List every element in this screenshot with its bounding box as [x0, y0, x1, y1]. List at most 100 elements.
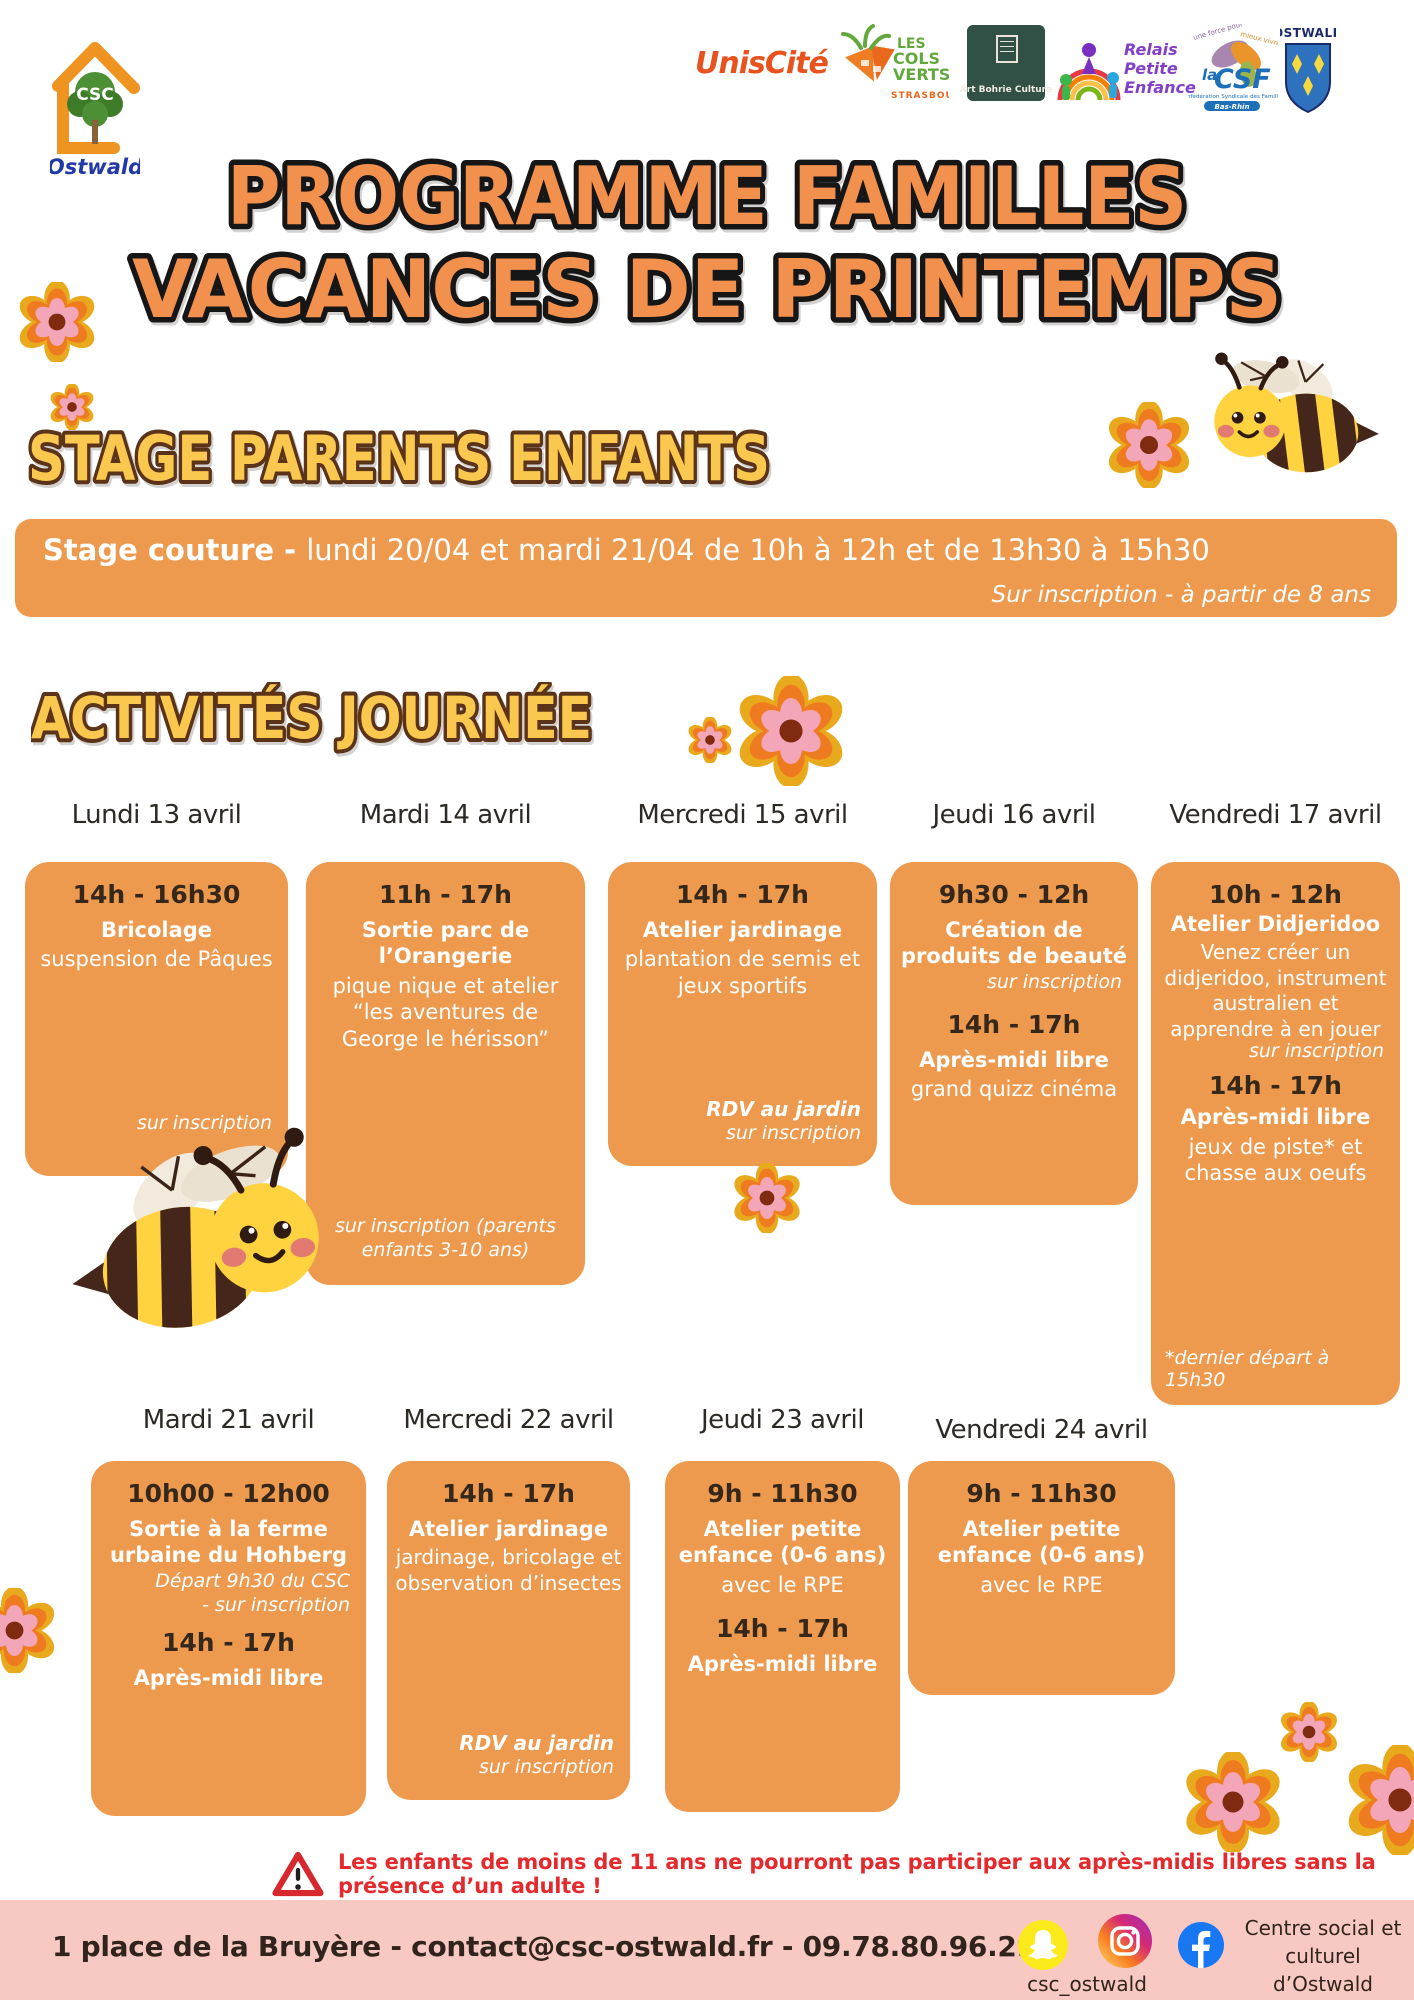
card-note: sur inscription [1248, 1039, 1384, 1062]
activity-card-mercredi-15: 14h - 17h Atelier jardinage plantation d… [608, 862, 877, 1166]
card-title: Création de produits de beauté [900, 918, 1128, 969]
card-desc: plantation de semis et jeux sportifs [624, 947, 861, 999]
stage-couture-banner: Stage couture - lundi 20/04 et mardi 21/0… [15, 519, 1397, 617]
csf-tagline: Confédération Syndicale des Familles [1188, 93, 1278, 100]
card-title: Sortie parc de l’Orangerie [361, 918, 530, 969]
svg-text:STAGE PARENTS ENFANTS: STAGE PARENTS ENFANTS [28, 422, 770, 495]
flower-decoration [17, 282, 97, 362]
stage-heading: STAGE PARENTS ENFANTS [28, 420, 774, 499]
activities-heading: ACTIVITÉS JOURNÉE [31, 682, 596, 756]
contact-info: 1 place de la Bruyère - contact@csc-ostw… [52, 1930, 1036, 1963]
flower-decoration [1183, 1752, 1283, 1852]
art-bohrie-emblem-icon [996, 35, 1018, 63]
svg-text:ACTIVITÉS JOURNÉE: ACTIVITÉS JOURNÉE [31, 683, 592, 752]
flower-decoration [1106, 402, 1192, 488]
card-time-2: 14h - 17h [1209, 1071, 1342, 1101]
relais-line3: Enfance [1124, 78, 1196, 98]
warning-banner: Les enfants de moins de 11 ans ne pourro… [272, 1850, 1398, 1898]
card-time: 9h30 - 12h [938, 880, 1090, 909]
csf-la: la [1202, 66, 1217, 84]
card-title: Atelier petite enfance (0-6 ans) [678, 1517, 887, 1568]
footer: 1 place de la Bruyère - contact@csc-ostw… [0, 1900, 1414, 2000]
snapchat-icon [1018, 1920, 1068, 1970]
csc-acronym: CSC [76, 85, 114, 105]
card-note: sur inscription [478, 1756, 614, 1779]
activity-card-vendredi-17: 10h - 12h Atelier Didjeridoo Venez créer… [1151, 862, 1400, 1405]
card-desc: suspension de Pâques [40, 947, 273, 972]
uniscite-logo: UnisCité [695, 46, 829, 81]
flower-decoration [687, 717, 733, 763]
organization-name: Centre social et culturel d’Ostwald [1237, 1914, 1409, 1998]
card-note: sur inscription [986, 970, 1122, 993]
csf-slogan1: une force pour [1192, 24, 1244, 42]
ostwald-city-logo: OSTWALD [1280, 26, 1336, 114]
card-desc: avec le RPE [721, 1572, 844, 1597]
activity-card-jeudi-16: 9h30 - 12h Création de produits de beaut… [890, 862, 1138, 1205]
card-title: Sortie à la ferme urbaine du Hohberg [109, 1517, 348, 1568]
flower-decoration [1279, 1702, 1339, 1762]
card-desc: pique nique et atelier “les aventures de… [332, 973, 559, 1052]
card-desc-2: jeux de piste* et chasse aux oeufs [1184, 1134, 1367, 1186]
csf-dept: Bas-Rhin [1215, 103, 1250, 111]
title-line1: PROGRAMME FAMILLES [227, 150, 1187, 243]
card-time: 10h00 - 12h00 [127, 1479, 330, 1508]
day-header-mardi-21: Mardi 21 avril [142, 1405, 315, 1435]
card-title: Atelier Didjeridoo [1170, 912, 1381, 936]
card-desc: jardinage, bricolage et observation d’in… [395, 1545, 622, 1595]
card-time: 10h - 12h [1209, 880, 1342, 909]
cols-verts-l1: LES [897, 36, 926, 52]
day-header-jeudi-16: Jeudi 16 avril [932, 800, 1096, 830]
card-time: 14h - 17h [676, 880, 809, 909]
poster-title: PROGRAMME FAMILLES VACANCES DE PRINTEMPS [127, 145, 1288, 342]
card-footnote: *dernier départ à 15h30 [1165, 1347, 1330, 1391]
csf-logo: une force pour mieux vivre la CSF Conféd… [1188, 24, 1278, 111]
card-title: Atelier petite enfance (0-6 ans) [937, 1517, 1146, 1568]
relais-petite-enfance-logo [1057, 43, 1121, 101]
flower-decoration [736, 676, 846, 786]
card-title-2: Après-midi libre [687, 1652, 878, 1677]
day-header-lundi-13: Lundi 13 avril [71, 800, 242, 830]
card-time-2: 14h - 17h [162, 1627, 295, 1657]
cols-verts-city: STRASBOURG [891, 91, 949, 101]
banner-dates: lundi 20/04 et mardi 21/04 de 10h à 12h … [306, 533, 1210, 567]
card-meeting-point: RDV au jardin [706, 1097, 861, 1122]
card-note: sur inscription [725, 1122, 861, 1145]
card-title-2: Après-midi libre [1180, 1105, 1371, 1130]
card-note: sur inscription (parents enfants 3-10 an… [334, 1214, 557, 1262]
card-desc: Venez créer un didjeridoo, instrument au… [1164, 940, 1387, 1042]
card-time: 9h - 11h30 [707, 1479, 858, 1508]
card-time: 9h - 11h30 [966, 1479, 1117, 1508]
day-header-vendredi-17: Vendredi 17 avril [1169, 800, 1382, 830]
card-time: 11h - 17h [379, 880, 512, 909]
cols-verts-l2: COLS [893, 49, 940, 68]
social-handle: csc_ostwald [1027, 1972, 1147, 1996]
bee-illustration [1193, 348, 1393, 500]
art-bohrie-logo: Art Bohrie Culture [960, 25, 1052, 101]
flower-decoration [732, 1163, 802, 1233]
cols-verts-l3: VERTS [893, 65, 949, 84]
flower-decoration [1345, 1745, 1414, 1855]
day-header-mercredi-22: Mercredi 22 avril [403, 1405, 614, 1435]
banner-activity-name: Stage couture - [43, 533, 297, 567]
day-header-mardi-14: Mardi 14 avril [359, 800, 532, 830]
card-title: Bricolage [100, 918, 213, 942]
bee-illustration [35, 1115, 364, 1386]
day-header-vendredi-24: Vendredi 24 avril [935, 1415, 1148, 1445]
art-bohrie-label: Art Bohrie Culture [959, 85, 1053, 95]
day-header-jeudi-23: Jeudi 23 avril [701, 1405, 864, 1435]
card-title: Atelier jardinage [408, 1517, 609, 1541]
card-time-2: 14h - 17h [716, 1614, 849, 1644]
csf-acronym: CSF [1214, 64, 1271, 95]
csc-ostwald-logo: CSC Ostwald [50, 42, 140, 179]
activity-card-vendredi-24: 9h - 11h30 Atelier petite enfance (0-6 a… [908, 1461, 1175, 1695]
flower-decoration [49, 384, 95, 430]
card-time: 14h - 17h [442, 1479, 575, 1508]
relais-petite-enfance-label: Relais Petite Enfance [1124, 40, 1196, 98]
card-title: Atelier jardinage [642, 918, 843, 942]
card-title-2: Après-midi libre [133, 1665, 324, 1690]
flower-decoration [0, 1588, 57, 1673]
card-note: sur inscription [136, 1112, 272, 1135]
relais-line1: Relais [1124, 40, 1178, 59]
activity-card-jeudi-23: 9h - 11h30 Atelier petite enfance (0-6 a… [665, 1461, 900, 1812]
card-note-departure: Départ 9h30 du CSC [155, 1569, 350, 1592]
